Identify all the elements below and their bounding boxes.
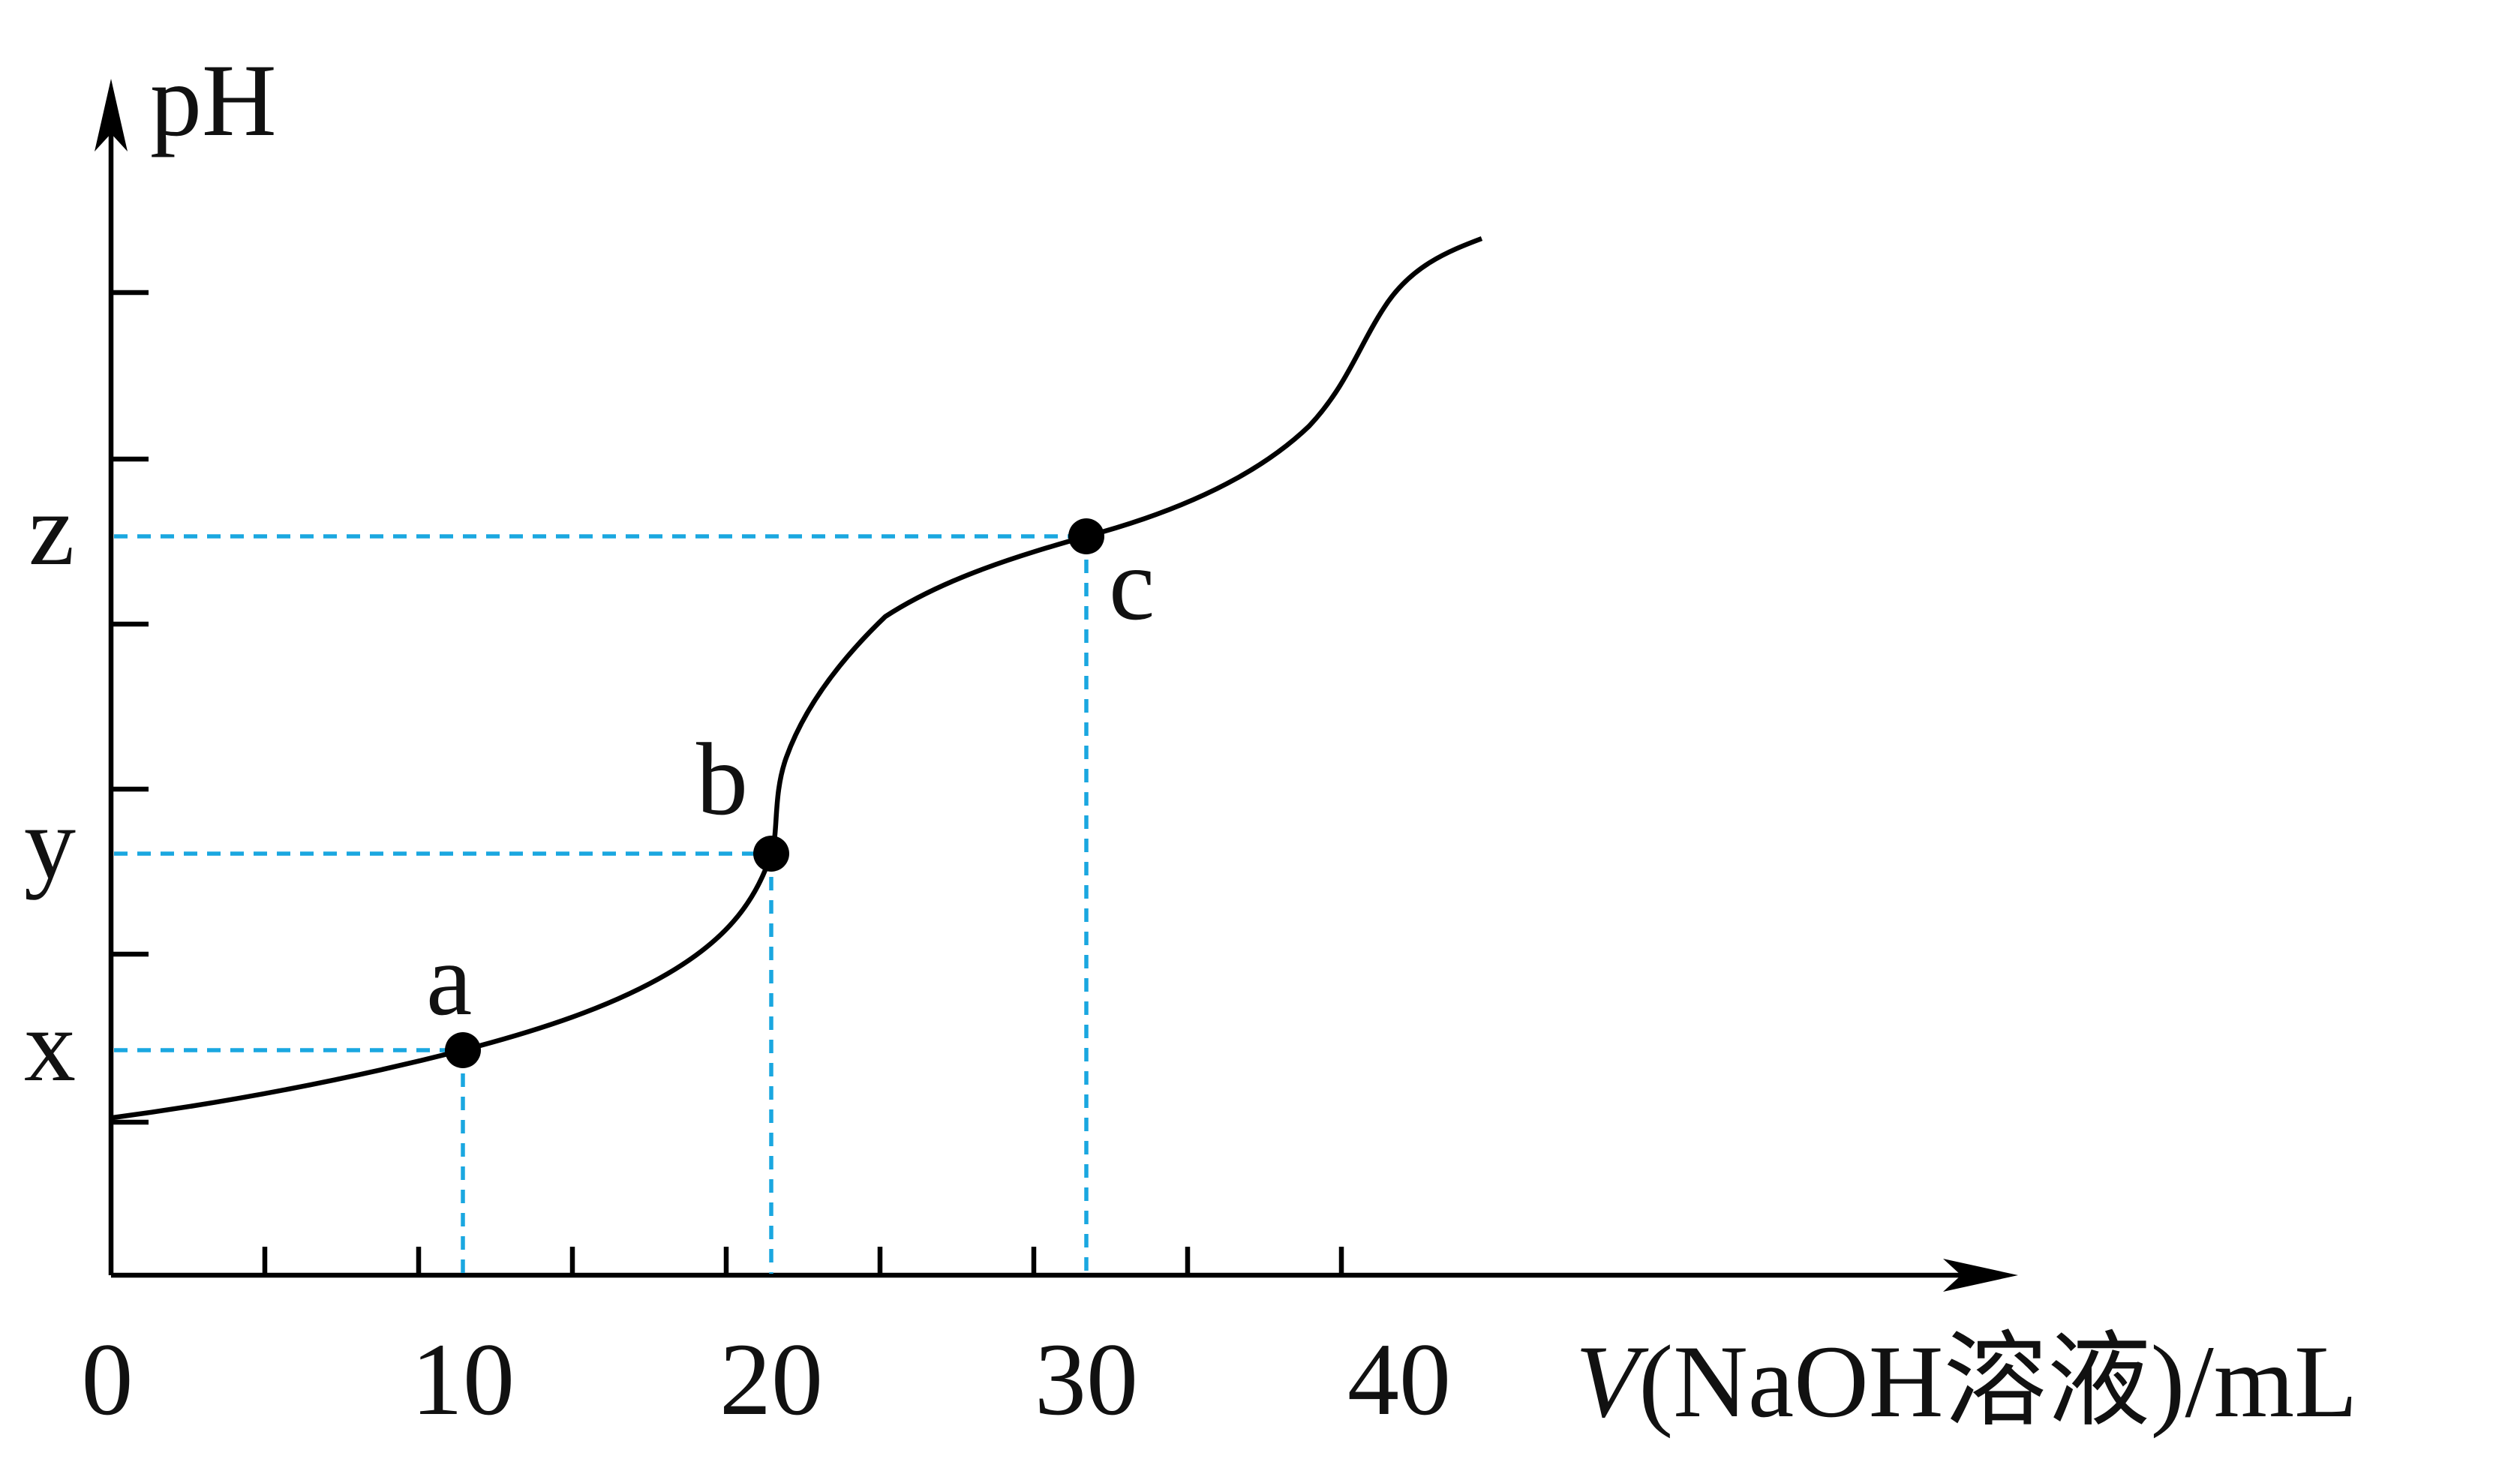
point-label-a: a [426,922,472,1037]
x-axis-substance: (NaOH溶液) [1638,1324,2185,1439]
guide-lines [114,534,1089,1274]
point-b [753,836,789,872]
x-axis-arrow-icon [1943,1259,2018,1292]
point-c [1068,518,1104,554]
point-label-b: b [696,722,748,836]
x-axis-unit: /mL [2185,1324,2357,1439]
x-tick-labels: 0 10 20 30 40 [82,1322,1452,1436]
x-tick-label-0: 0 [82,1322,134,1436]
y-axis-title: pH [150,43,277,158]
point-a [445,1032,481,1068]
data-points [445,518,1104,1068]
x-tick-label-40: 40 [1347,1322,1451,1436]
y-marker-x: x [24,988,76,1103]
point-label-c: c [1109,527,1155,641]
axes [95,79,2018,1292]
x-tick-label-10: 10 [411,1322,515,1436]
x-axis-title: V(NaOH溶液)/mL [1575,1324,2357,1439]
x-ticks [262,1247,1344,1275]
y-marker-z: z [29,472,74,587]
x-tick-label-30: 30 [1035,1322,1138,1436]
y-ticks [111,290,149,1125]
y-marker-y: y [24,785,76,900]
x-axis-symbol: V [1575,1324,1649,1439]
titration-curve [112,236,1483,1121]
y-axis-arrow-icon [95,79,128,152]
x-tick-label-20: 20 [719,1322,823,1436]
